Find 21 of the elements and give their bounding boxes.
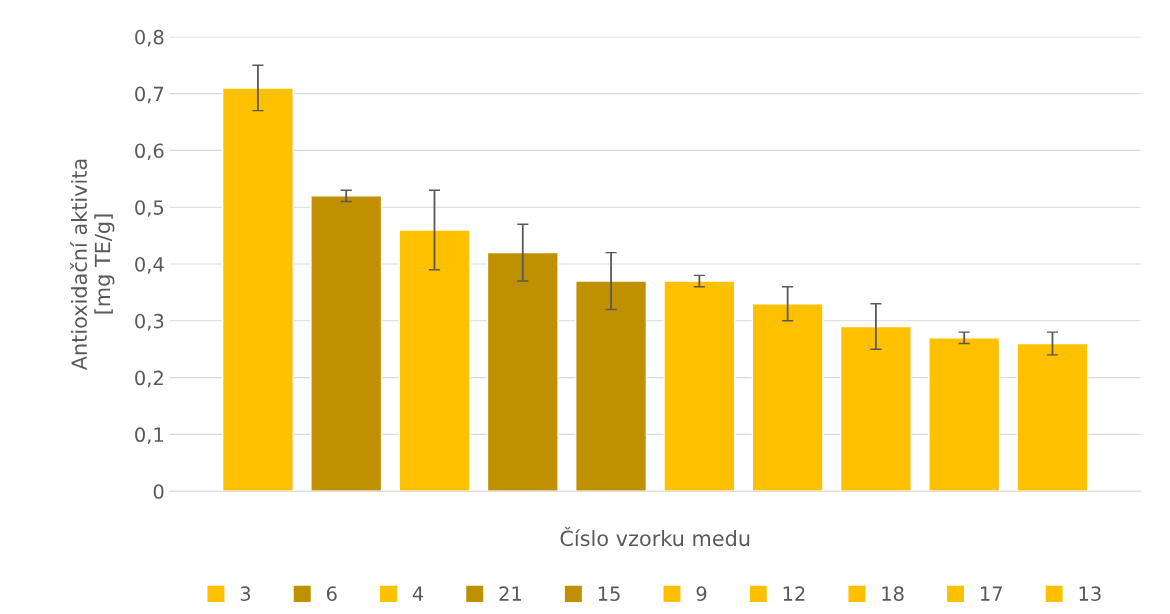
y-tick-label: 0,2 bbox=[135, 370, 163, 388]
y-tick-label: 0,7 bbox=[135, 86, 164, 104]
y-tick-label: 0,5 bbox=[135, 200, 164, 217]
y-axis-title: Antioxidační aktivita [mg TE/g] bbox=[70, 159, 115, 371]
legend-label: 3 bbox=[240, 586, 251, 601]
y-tick-label: 0 bbox=[153, 484, 164, 499]
y-tick-label: 0,4 bbox=[135, 256, 164, 274]
y-tick-label: 0,1 bbox=[135, 427, 163, 445]
legend-label: 13 bbox=[1079, 586, 1101, 601]
legend-label: 15 bbox=[598, 586, 620, 601]
legend-label: 9 bbox=[696, 586, 707, 601]
legend-label: 21 bbox=[499, 586, 522, 601]
y-tick-label: 0,6 bbox=[135, 143, 164, 161]
legend-label: 4 bbox=[412, 586, 424, 601]
legend-label: 17 bbox=[980, 586, 1002, 601]
y-tick-label: 0,8 bbox=[135, 29, 164, 47]
x-axis-title: Číslo vzorku medu bbox=[560, 526, 750, 547]
legend-label: 6 bbox=[326, 586, 337, 601]
y-tick-label: 0,3 bbox=[135, 313, 164, 331]
legend-label: 18 bbox=[882, 586, 904, 601]
legend-label: 12 bbox=[783, 586, 805, 601]
